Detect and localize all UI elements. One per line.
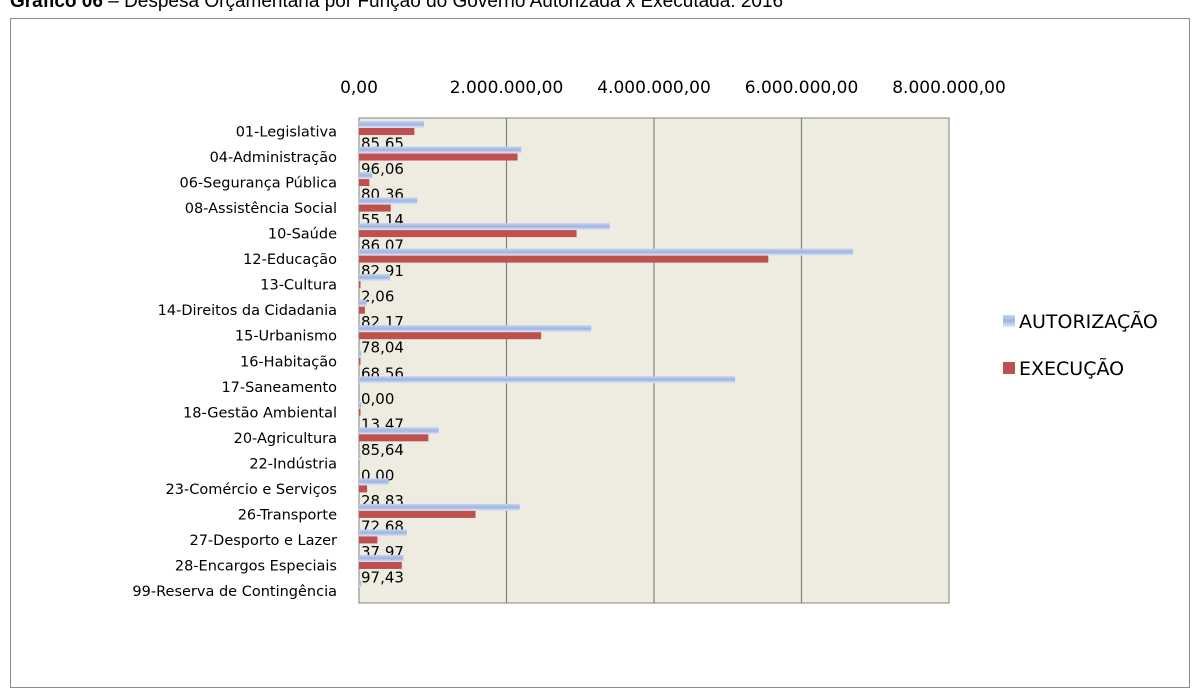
bar-autorizacao: [359, 529, 407, 537]
bar-autorizacao: [359, 146, 522, 154]
category-label: 17-Saneamento: [221, 380, 337, 396]
category-label: 20-Agricultura: [234, 431, 337, 447]
bar-execucao: [359, 306, 365, 314]
legend-swatch: [1003, 315, 1015, 327]
data-label: 97,43: [361, 568, 404, 586]
bar-autorizacao: [359, 223, 610, 231]
bar-autorizacao: [359, 121, 424, 128]
figure-caption-text: – Despesa Orçamentária por Função do Gov…: [108, 0, 784, 12]
bar-autorizacao: [359, 401, 362, 409]
bar-execucao: [359, 408, 361, 416]
legend-label: EXECUÇÃO: [1019, 357, 1124, 380]
bar-autorizacao: [359, 503, 520, 511]
category-label: 18-Gestão Ambiental: [183, 405, 337, 421]
category-label: 08-Assistência Social: [185, 201, 337, 217]
bar-execucao: [359, 230, 577, 238]
category-label: 28-Encargos Especiais: [175, 558, 337, 574]
category-label: 14-Direitos da Cidadania: [158, 303, 337, 319]
data-label: 2,06: [361, 288, 394, 306]
data-label: 78,04: [361, 339, 404, 357]
bar-execucao: [359, 485, 368, 493]
x-tick-label: 4.000.000,00: [597, 78, 711, 98]
bar-autorizacao: [359, 478, 389, 486]
bar-autorizacao: [359, 325, 592, 333]
bar-autorizacao: [359, 197, 418, 205]
x-tick-label: 6.000.000,00: [745, 78, 859, 98]
bar-execucao: [359, 510, 476, 518]
legend-swatch: [1003, 362, 1015, 374]
category-label: 16-Habitação: [240, 354, 337, 370]
bar-execucao: [359, 561, 402, 569]
bar-execucao: [359, 179, 370, 187]
category-label: 26-Transporte: [238, 507, 337, 523]
category-label: 04-Administração: [210, 150, 338, 166]
x-tick-label: 2.000.000,00: [450, 78, 564, 98]
bar-autorizacao: [359, 274, 390, 282]
figure-caption: Gráfico 06 – Despesa Orçamentária por Fu…: [10, 0, 783, 13]
category-label: 10-Saúde: [268, 227, 337, 243]
category-label: 13-Cultura: [260, 278, 337, 294]
bar-autorizacao: [359, 248, 854, 256]
bar-autorizacao: [359, 580, 362, 588]
category-label: 06-Segurança Pública: [179, 176, 337, 192]
chart-frame: 0,00 2.000.000,00 4.000.000,00 6.000.000,00…: [10, 18, 1190, 688]
bar-execucao: [359, 332, 542, 340]
bar-autorizacao: [359, 350, 362, 358]
data-label: 85,64: [361, 441, 404, 459]
category-label: 15-Urbanismo: [235, 329, 337, 345]
bar-execucao: [359, 204, 391, 212]
legend-label: AUTORIZAÇÃO: [1019, 310, 1158, 333]
x-tick-label: 8.000.000,00: [892, 78, 1006, 98]
category-label: 99-Reserva de Contingência: [132, 584, 337, 600]
category-label: 23-Comércio e Serviços: [166, 482, 337, 498]
bar-execucao: [359, 128, 415, 135]
bar-execucao: [359, 255, 769, 263]
category-label: 27-Desporto e Lazer: [189, 533, 337, 549]
bar-execucao: [359, 536, 378, 544]
category-label: 22-Indústria: [249, 456, 337, 472]
bar-autorizacao: [359, 427, 439, 435]
bar-autorizacao: [359, 172, 373, 180]
bar-execucao: [359, 281, 361, 289]
bar-execucao: [359, 357, 361, 365]
bar-chart: 0,00 2.000.000,00 4.000.000,00 6.000.000,00…: [132, 78, 1158, 604]
bar-execucao: [359, 434, 429, 442]
bar-autorizacao: [359, 452, 361, 460]
data-label: 0,00: [361, 390, 394, 408]
category-label: 12-Educação: [243, 252, 337, 268]
bar-autorizacao: [359, 299, 367, 307]
bar-autorizacao: [359, 554, 404, 562]
category-label: 01-Legislativa: [236, 125, 337, 141]
bar-execucao: [359, 153, 518, 161]
x-tick-label: 0,00: [340, 78, 378, 98]
bar-autorizacao: [359, 376, 736, 384]
figure-caption-label: Gráfico 06: [10, 0, 103, 12]
